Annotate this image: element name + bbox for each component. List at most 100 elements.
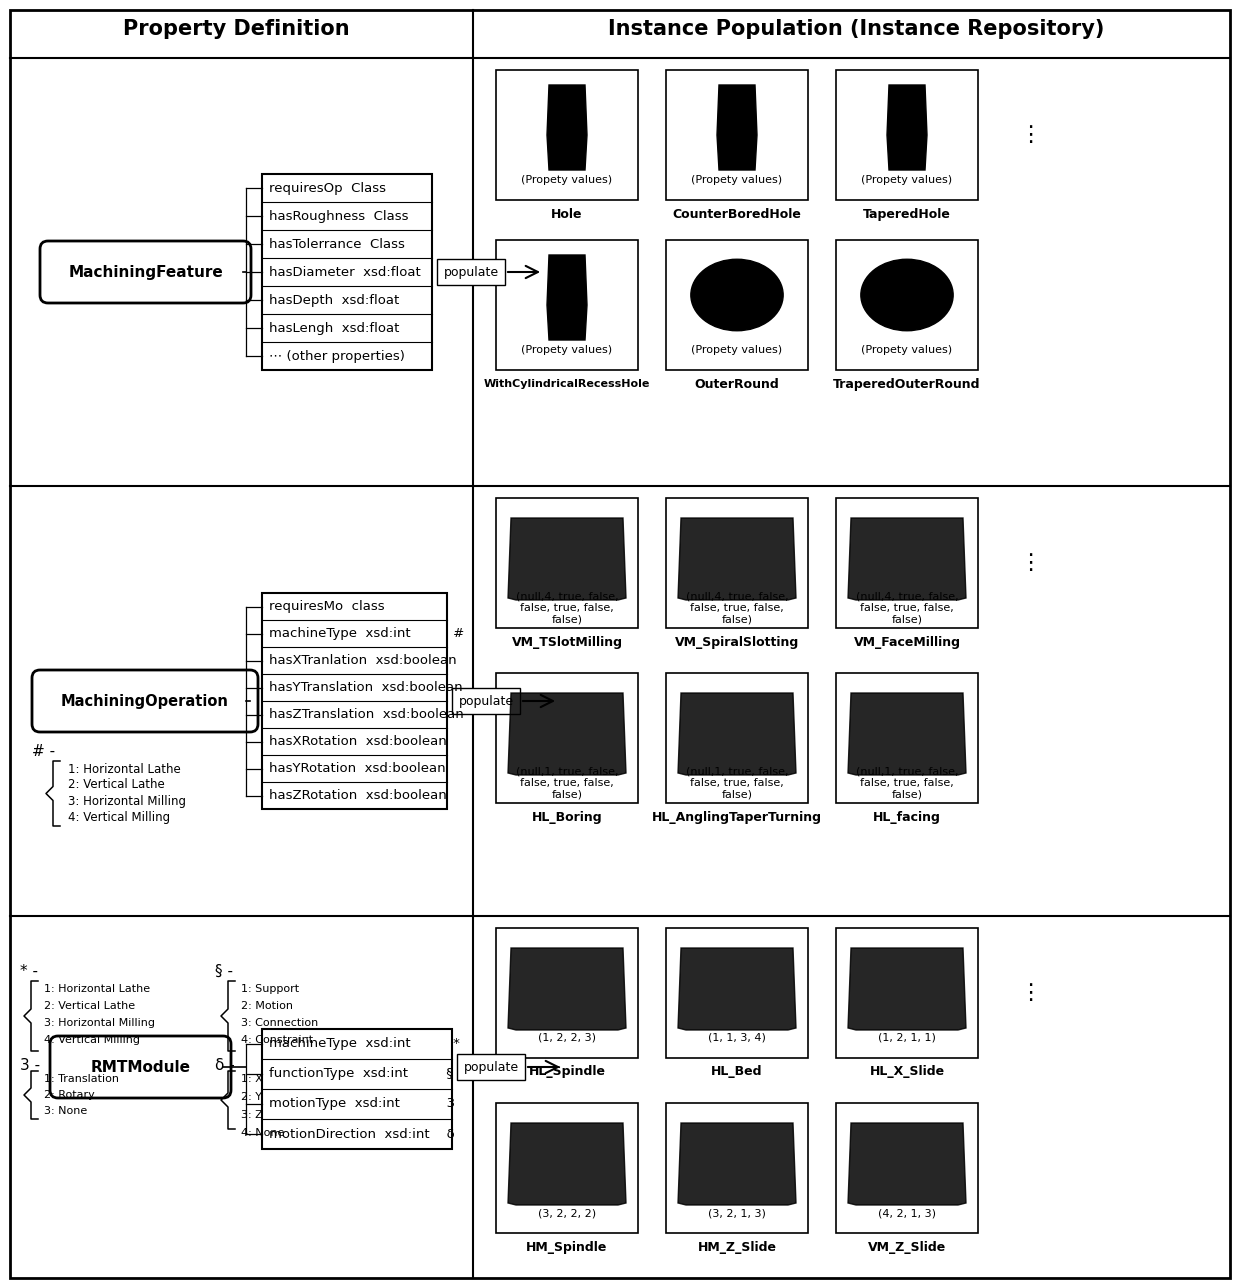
Text: (Propety values): (Propety values) bbox=[862, 175, 952, 185]
Text: OuterRound: OuterRound bbox=[694, 377, 780, 390]
Text: ⋮: ⋮ bbox=[1019, 983, 1042, 1003]
Text: HM_Z_Slide: HM_Z_Slide bbox=[697, 1240, 776, 1253]
FancyBboxPatch shape bbox=[10, 10, 1230, 1278]
FancyBboxPatch shape bbox=[40, 241, 250, 303]
Text: hasXRotation  xsd:boolean: hasXRotation xsd:boolean bbox=[269, 735, 446, 748]
FancyBboxPatch shape bbox=[666, 1103, 808, 1233]
Text: (Propety values): (Propety values) bbox=[522, 345, 613, 355]
Text: (null,1, true, false,
false, true, false,
false): (null,1, true, false, false, true, false… bbox=[856, 766, 959, 800]
Text: ⋯ (other properties): ⋯ (other properties) bbox=[269, 349, 405, 362]
Polygon shape bbox=[547, 85, 587, 170]
FancyBboxPatch shape bbox=[666, 927, 808, 1057]
FancyBboxPatch shape bbox=[836, 927, 978, 1057]
Text: (Propety values): (Propety values) bbox=[862, 345, 952, 355]
FancyBboxPatch shape bbox=[666, 498, 808, 629]
Text: 4: Vertical Milling: 4: Vertical Milling bbox=[68, 810, 170, 823]
Text: 2: Motion: 2: Motion bbox=[241, 1001, 293, 1011]
Text: (3, 2, 2, 2): (3, 2, 2, 2) bbox=[538, 1208, 596, 1218]
Text: (3, 2, 1, 3): (3, 2, 1, 3) bbox=[708, 1208, 766, 1218]
FancyBboxPatch shape bbox=[496, 240, 639, 370]
FancyBboxPatch shape bbox=[666, 674, 808, 802]
Polygon shape bbox=[678, 948, 796, 1030]
FancyBboxPatch shape bbox=[836, 240, 978, 370]
Text: 2: Vertical Lathe: 2: Vertical Lathe bbox=[68, 778, 165, 792]
Polygon shape bbox=[848, 948, 966, 1030]
Text: 2: Rotary: 2: Rotary bbox=[43, 1090, 94, 1100]
Text: ⋮: ⋮ bbox=[1019, 553, 1042, 573]
Text: VM_TSlotMilling: VM_TSlotMilling bbox=[511, 635, 622, 648]
Text: HL_Spindle: HL_Spindle bbox=[528, 1065, 605, 1078]
Text: TraperedOuterRound: TraperedOuterRound bbox=[833, 377, 981, 390]
Text: hasZTranslation  xsd:boolean: hasZTranslation xsd:boolean bbox=[269, 708, 464, 721]
Text: 4: Constraint: 4: Constraint bbox=[241, 1036, 314, 1045]
Text: (Propety values): (Propety values) bbox=[522, 175, 613, 185]
Text: * -: * - bbox=[20, 963, 38, 979]
Text: populate: populate bbox=[464, 1060, 518, 1073]
Text: (null,4, true, false,
false, true, false,
false): (null,4, true, false, false, true, false… bbox=[856, 591, 959, 625]
Text: motionType  xsd:int           3: motionType xsd:int 3 bbox=[269, 1097, 455, 1110]
Polygon shape bbox=[887, 85, 928, 170]
Text: motionDirection  xsd:int    δ: motionDirection xsd:int δ bbox=[269, 1127, 455, 1140]
Ellipse shape bbox=[691, 259, 784, 331]
FancyBboxPatch shape bbox=[262, 592, 446, 809]
FancyBboxPatch shape bbox=[436, 259, 505, 285]
Text: hasDepth  xsd:float: hasDepth xsd:float bbox=[269, 294, 399, 307]
Text: 4: Vertical Milling: 4: Vertical Milling bbox=[43, 1036, 140, 1045]
FancyBboxPatch shape bbox=[666, 240, 808, 370]
Text: hasLengh  xsd:float: hasLengh xsd:float bbox=[269, 322, 399, 335]
Text: VM_FaceMilling: VM_FaceMilling bbox=[853, 635, 961, 648]
Text: hasTolerrance  Class: hasTolerrance Class bbox=[269, 237, 405, 250]
Text: HL_X_Slide: HL_X_Slide bbox=[869, 1065, 945, 1078]
Text: 3: Horizontal Milling: 3: Horizontal Milling bbox=[43, 1018, 155, 1028]
Text: (4, 2, 1, 3): (4, 2, 1, 3) bbox=[878, 1208, 936, 1218]
FancyBboxPatch shape bbox=[50, 1036, 231, 1097]
FancyBboxPatch shape bbox=[32, 670, 258, 732]
Text: requiresOp  Class: requiresOp Class bbox=[269, 182, 386, 194]
Ellipse shape bbox=[861, 259, 954, 331]
Text: WithCylindricalRecessHole: WithCylindricalRecessHole bbox=[484, 379, 650, 389]
Text: 2: Y: 2: Y bbox=[241, 1092, 262, 1103]
FancyBboxPatch shape bbox=[836, 70, 978, 200]
Polygon shape bbox=[848, 693, 966, 775]
Text: 3: Z: 3: Z bbox=[241, 1110, 263, 1121]
FancyBboxPatch shape bbox=[453, 688, 520, 714]
Text: 1: X: 1: X bbox=[241, 1074, 263, 1084]
Text: machineType  xsd:int          *: machineType xsd:int * bbox=[269, 1038, 460, 1051]
Text: CounterBoredHole: CounterBoredHole bbox=[672, 207, 801, 220]
Text: hasZRotation  xsd:boolean: hasZRotation xsd:boolean bbox=[269, 790, 446, 802]
Text: TaperedHole: TaperedHole bbox=[863, 207, 951, 220]
Text: (Propety values): (Propety values) bbox=[692, 345, 782, 355]
FancyBboxPatch shape bbox=[496, 1103, 639, 1233]
Polygon shape bbox=[678, 1123, 796, 1206]
Text: (1, 2, 1, 1): (1, 2, 1, 1) bbox=[878, 1033, 936, 1043]
Text: Hole: Hole bbox=[552, 207, 583, 220]
Text: (Propety values): (Propety values) bbox=[692, 175, 782, 185]
Text: hasYTranslation  xsd:boolean: hasYTranslation xsd:boolean bbox=[269, 681, 463, 694]
Text: VM_SpiralSlotting: VM_SpiralSlotting bbox=[675, 635, 799, 648]
Text: (1, 1, 3, 4): (1, 1, 3, 4) bbox=[708, 1033, 766, 1043]
FancyBboxPatch shape bbox=[262, 1029, 453, 1149]
FancyBboxPatch shape bbox=[458, 1054, 525, 1081]
Text: HM_Spindle: HM_Spindle bbox=[526, 1240, 608, 1253]
Text: functionType  xsd:int         §: functionType xsd:int § bbox=[269, 1068, 453, 1081]
Text: MachiningOperation: MachiningOperation bbox=[61, 693, 229, 708]
Text: 1: Translation: 1: Translation bbox=[43, 1074, 119, 1084]
FancyBboxPatch shape bbox=[496, 70, 639, 200]
FancyBboxPatch shape bbox=[836, 498, 978, 629]
Text: (1, 2, 2, 3): (1, 2, 2, 3) bbox=[538, 1033, 596, 1043]
FancyBboxPatch shape bbox=[666, 70, 808, 200]
Text: machineType  xsd:int          #: machineType xsd:int # bbox=[269, 627, 464, 640]
Polygon shape bbox=[848, 1123, 966, 1206]
Text: requiresMo  class: requiresMo class bbox=[269, 600, 384, 613]
Text: hasRoughness  Class: hasRoughness Class bbox=[269, 210, 408, 223]
FancyBboxPatch shape bbox=[496, 674, 639, 802]
Polygon shape bbox=[678, 518, 796, 600]
Text: hasYRotation  xsd:boolean: hasYRotation xsd:boolean bbox=[269, 762, 445, 775]
Polygon shape bbox=[508, 1123, 626, 1206]
Text: 3 -: 3 - bbox=[20, 1059, 40, 1073]
FancyBboxPatch shape bbox=[262, 174, 432, 370]
Polygon shape bbox=[717, 85, 756, 170]
Text: (null,4, true, false,
false, true, false,
false): (null,4, true, false, false, true, false… bbox=[686, 591, 789, 625]
Text: 4: None: 4: None bbox=[241, 1128, 284, 1139]
Text: MachiningFeature: MachiningFeature bbox=[68, 264, 223, 279]
